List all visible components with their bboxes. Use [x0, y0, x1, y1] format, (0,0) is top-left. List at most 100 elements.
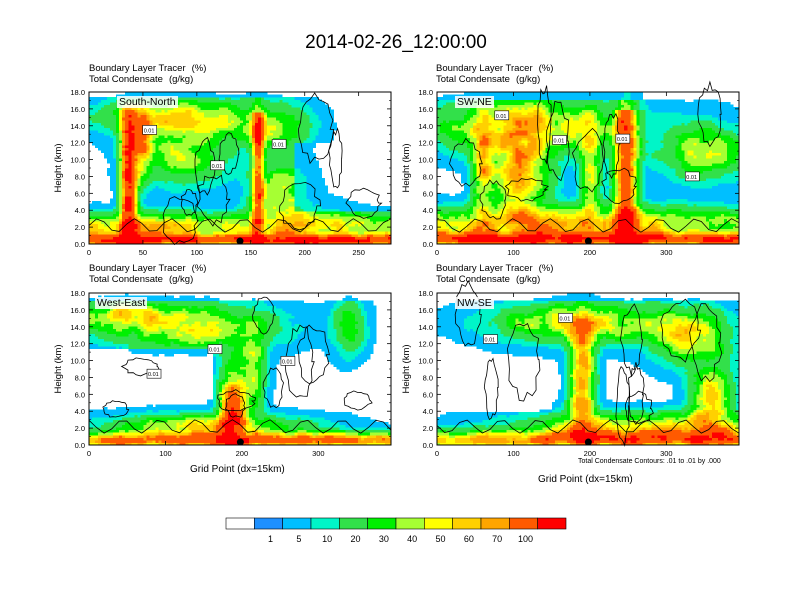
heatmap-cell [143, 180, 147, 184]
heatmap-cell [354, 203, 359, 207]
heatmap-cell [182, 203, 187, 207]
heatmap-cell [330, 238, 335, 242]
heatmap-cell [140, 112, 144, 116]
heatmap-cell [261, 97, 265, 100]
heatmap-cell [267, 102, 271, 106]
heatmap-cell [240, 130, 244, 133]
heatmap-cell [194, 155, 199, 159]
heatmap-cell [104, 236, 108, 240]
heatmap-cell [212, 241, 217, 245]
heatmap-cell [197, 233, 202, 237]
heatmap-cell [294, 107, 298, 111]
heatmap-cell [209, 94, 214, 98]
heatmap-cell [227, 157, 232, 161]
heatmap-cell [285, 190, 289, 194]
heatmap-cell [233, 193, 238, 197]
heatmap-cell [215, 178, 220, 182]
heatmap-cell [306, 213, 310, 217]
heatmap-cell [164, 162, 168, 166]
heatmap-cell [200, 102, 205, 106]
heatmap-cell [149, 140, 153, 144]
heatmap-cell [309, 165, 313, 169]
heatmap-cell [224, 135, 229, 138]
heatmap-cell [270, 147, 274, 151]
heatmap-cell [267, 107, 271, 111]
heatmap-cell [206, 206, 211, 209]
heatmap-cell [179, 119, 184, 123]
heatmap-cell [230, 175, 235, 179]
heatmap-cell [173, 114, 177, 118]
heatmap-cell [264, 213, 268, 217]
heatmap-cell [182, 195, 187, 199]
heatmap-cell [300, 236, 304, 240]
heatmap-cell [243, 127, 247, 131]
heatmap-cell [312, 241, 316, 245]
heatmap-cell [113, 226, 117, 230]
heatmap-cell [98, 238, 102, 242]
heatmap-cell [191, 104, 196, 108]
heatmap-cell [279, 155, 283, 159]
heatmap-cell [282, 155, 286, 159]
heatmap-cell [270, 122, 274, 126]
heatmap-cell [300, 152, 304, 156]
heatmap-cell [176, 130, 180, 133]
heatmap-cell [212, 188, 217, 192]
heatmap-cell [303, 231, 307, 235]
heatmap-cell [119, 188, 123, 192]
heatmap-cell [194, 112, 199, 116]
heatmap-cell [161, 94, 165, 98]
heatmap-cell [258, 109, 262, 113]
heatmap-cell [203, 221, 208, 225]
heatmap-cell [285, 216, 289, 220]
heatmap-cell [101, 241, 105, 245]
heatmap-cell [140, 168, 144, 171]
heatmap-cell [288, 195, 292, 199]
heatmap-cell [137, 132, 141, 136]
heatmap-cell [134, 195, 138, 199]
heatmap-cell [381, 208, 386, 212]
heatmap-cell [318, 236, 322, 240]
heatmap-cell [372, 206, 377, 209]
heatmap-cell [240, 147, 244, 151]
heatmap-cell [282, 203, 286, 207]
heatmap-cell [131, 130, 135, 133]
heatmap-cell [212, 216, 217, 220]
heatmap-cell [330, 112, 335, 116]
heatmap-cell [140, 221, 144, 225]
heatmap-cell [158, 130, 162, 133]
heatmap-cell [131, 112, 135, 116]
heatmap-cell [146, 233, 150, 237]
heatmap-cell [155, 193, 159, 197]
heatmap-cell [164, 147, 168, 151]
heatmap-cell [273, 119, 277, 123]
heatmap-cell [197, 185, 202, 189]
heatmap-cell [236, 198, 241, 202]
heatmap-cell [122, 223, 126, 227]
heatmap-cell [209, 150, 214, 154]
heatmap-cell [119, 195, 123, 199]
heatmap-cell [212, 238, 217, 242]
heatmap-cell [176, 92, 180, 95]
heatmap-cell [203, 119, 208, 123]
heatmap-cell [279, 102, 283, 106]
heatmap-cell [149, 231, 153, 235]
heatmap-cell [303, 162, 307, 166]
heatmap-cell [110, 132, 114, 136]
heatmap-cell [182, 122, 187, 126]
heatmap-cell [176, 223, 180, 227]
heatmap-cell [246, 206, 250, 209]
heatmap-cell [155, 238, 159, 242]
heatmap-cell [98, 107, 102, 111]
heatmap-cell [155, 200, 159, 204]
heatmap-cell [312, 190, 316, 194]
heatmap-cell [270, 150, 274, 154]
heatmap-cell [158, 185, 162, 189]
heatmap-cell [315, 231, 319, 235]
heatmap-cell [179, 170, 184, 174]
heatmap-cell [89, 221, 93, 225]
heatmap-cell [191, 122, 196, 126]
heatmap-cell [218, 102, 223, 106]
heatmap-cell [291, 213, 295, 217]
heatmap-cell [315, 190, 319, 194]
heatmap-cell [158, 145, 162, 149]
